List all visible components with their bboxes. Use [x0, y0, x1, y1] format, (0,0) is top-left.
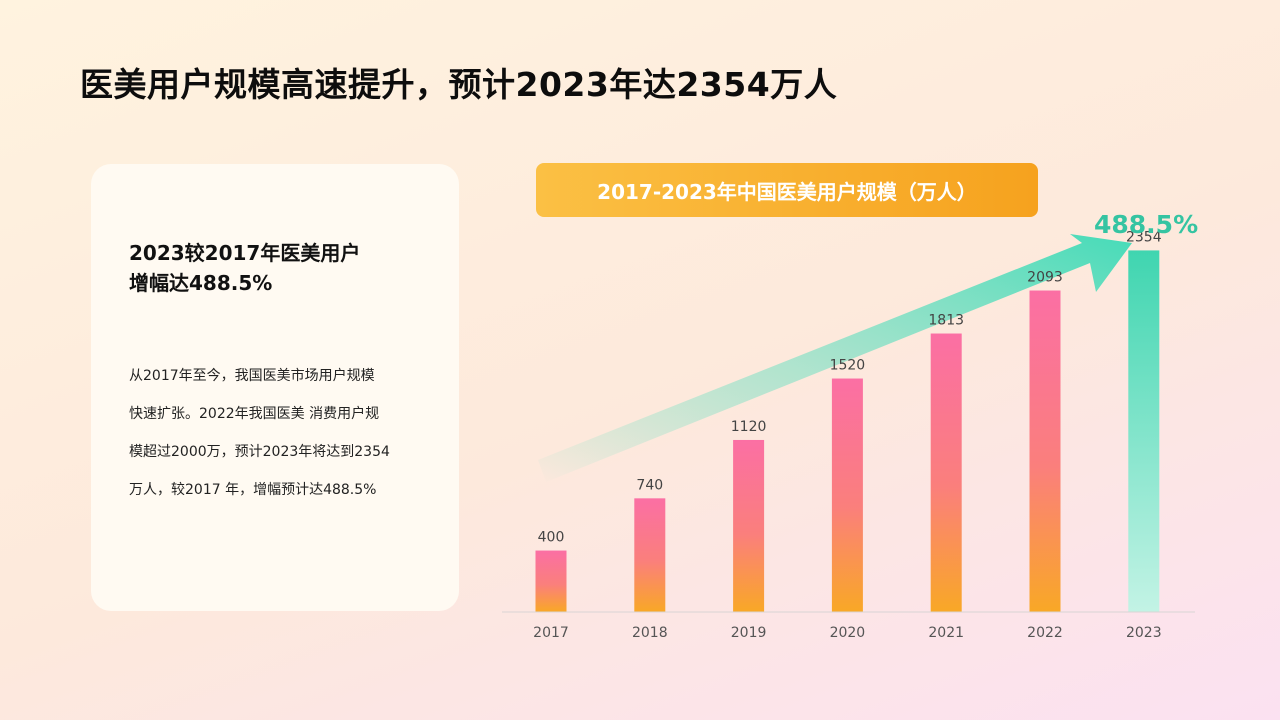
- card-heading: 2023较2017年医美用户 增幅达488.5%: [129, 238, 429, 298]
- value-label-2022: 2093: [1027, 270, 1063, 286]
- value-label-2019: 1120: [731, 419, 767, 435]
- x-tick-label-2020: 2020: [830, 625, 866, 641]
- bar-2017: [535, 550, 567, 612]
- x-tick-label-2018: 2018: [632, 625, 668, 641]
- card-heading-line-2: 增幅达488.5%: [129, 271, 273, 295]
- bar-2018: [634, 498, 666, 612]
- growth-arrow: [538, 234, 1132, 482]
- card-body-line-4: 万人，较2017 年，增幅预计达488.5%: [129, 482, 377, 498]
- value-label-2017: 400: [538, 530, 565, 546]
- x-tick-label-2021: 2021: [928, 625, 964, 641]
- card-body: 从2017年至今，我国医美市场用户规模 快速扩张。2022年我国医美 消费用户规…: [129, 357, 429, 509]
- bar-2019: [733, 439, 765, 612]
- card-body-line-2: 快速扩张。2022年我国医美 消费用户规: [129, 406, 380, 422]
- x-tick-label-2023: 2023: [1126, 625, 1162, 641]
- card-heading-line-1: 2023较2017年医美用户: [129, 241, 361, 265]
- bar-2022: [1029, 290, 1061, 612]
- bar-2023: [1128, 250, 1160, 612]
- value-label-2023: 2354: [1126, 229, 1162, 245]
- chart-title-banner: 2017-2023年中国医美用户规模（万人）: [536, 163, 1038, 217]
- card-body-line-1: 从2017年至今，我国医美市场用户规模: [129, 368, 375, 384]
- bar-2021: [930, 333, 962, 612]
- bar-2020: [831, 378, 863, 612]
- x-tick-label-2017: 2017: [533, 625, 569, 641]
- card-body-line-3: 模超过2000万，预计2023年将达到2354: [129, 444, 390, 460]
- value-label-2021: 1813: [928, 313, 964, 329]
- summary-card: 2023较2017年医美用户 增幅达488.5% 从2017年至今，我国医美市场…: [91, 164, 459, 611]
- value-label-2018: 740: [636, 477, 663, 493]
- growth-percentage-label: 488.5%: [1094, 210, 1199, 239]
- bar-chart: 400 2017 740 2018 1120 2019 1520 2020 1813 2021 20…: [502, 229, 1195, 641]
- x-tick-label-2022: 2022: [1027, 625, 1063, 641]
- page-title: 医美用户规模高速提升，预计2023年达2354万人: [80, 65, 838, 104]
- x-tick-label-2019: 2019: [731, 625, 767, 641]
- value-label-2020: 1520: [830, 358, 866, 374]
